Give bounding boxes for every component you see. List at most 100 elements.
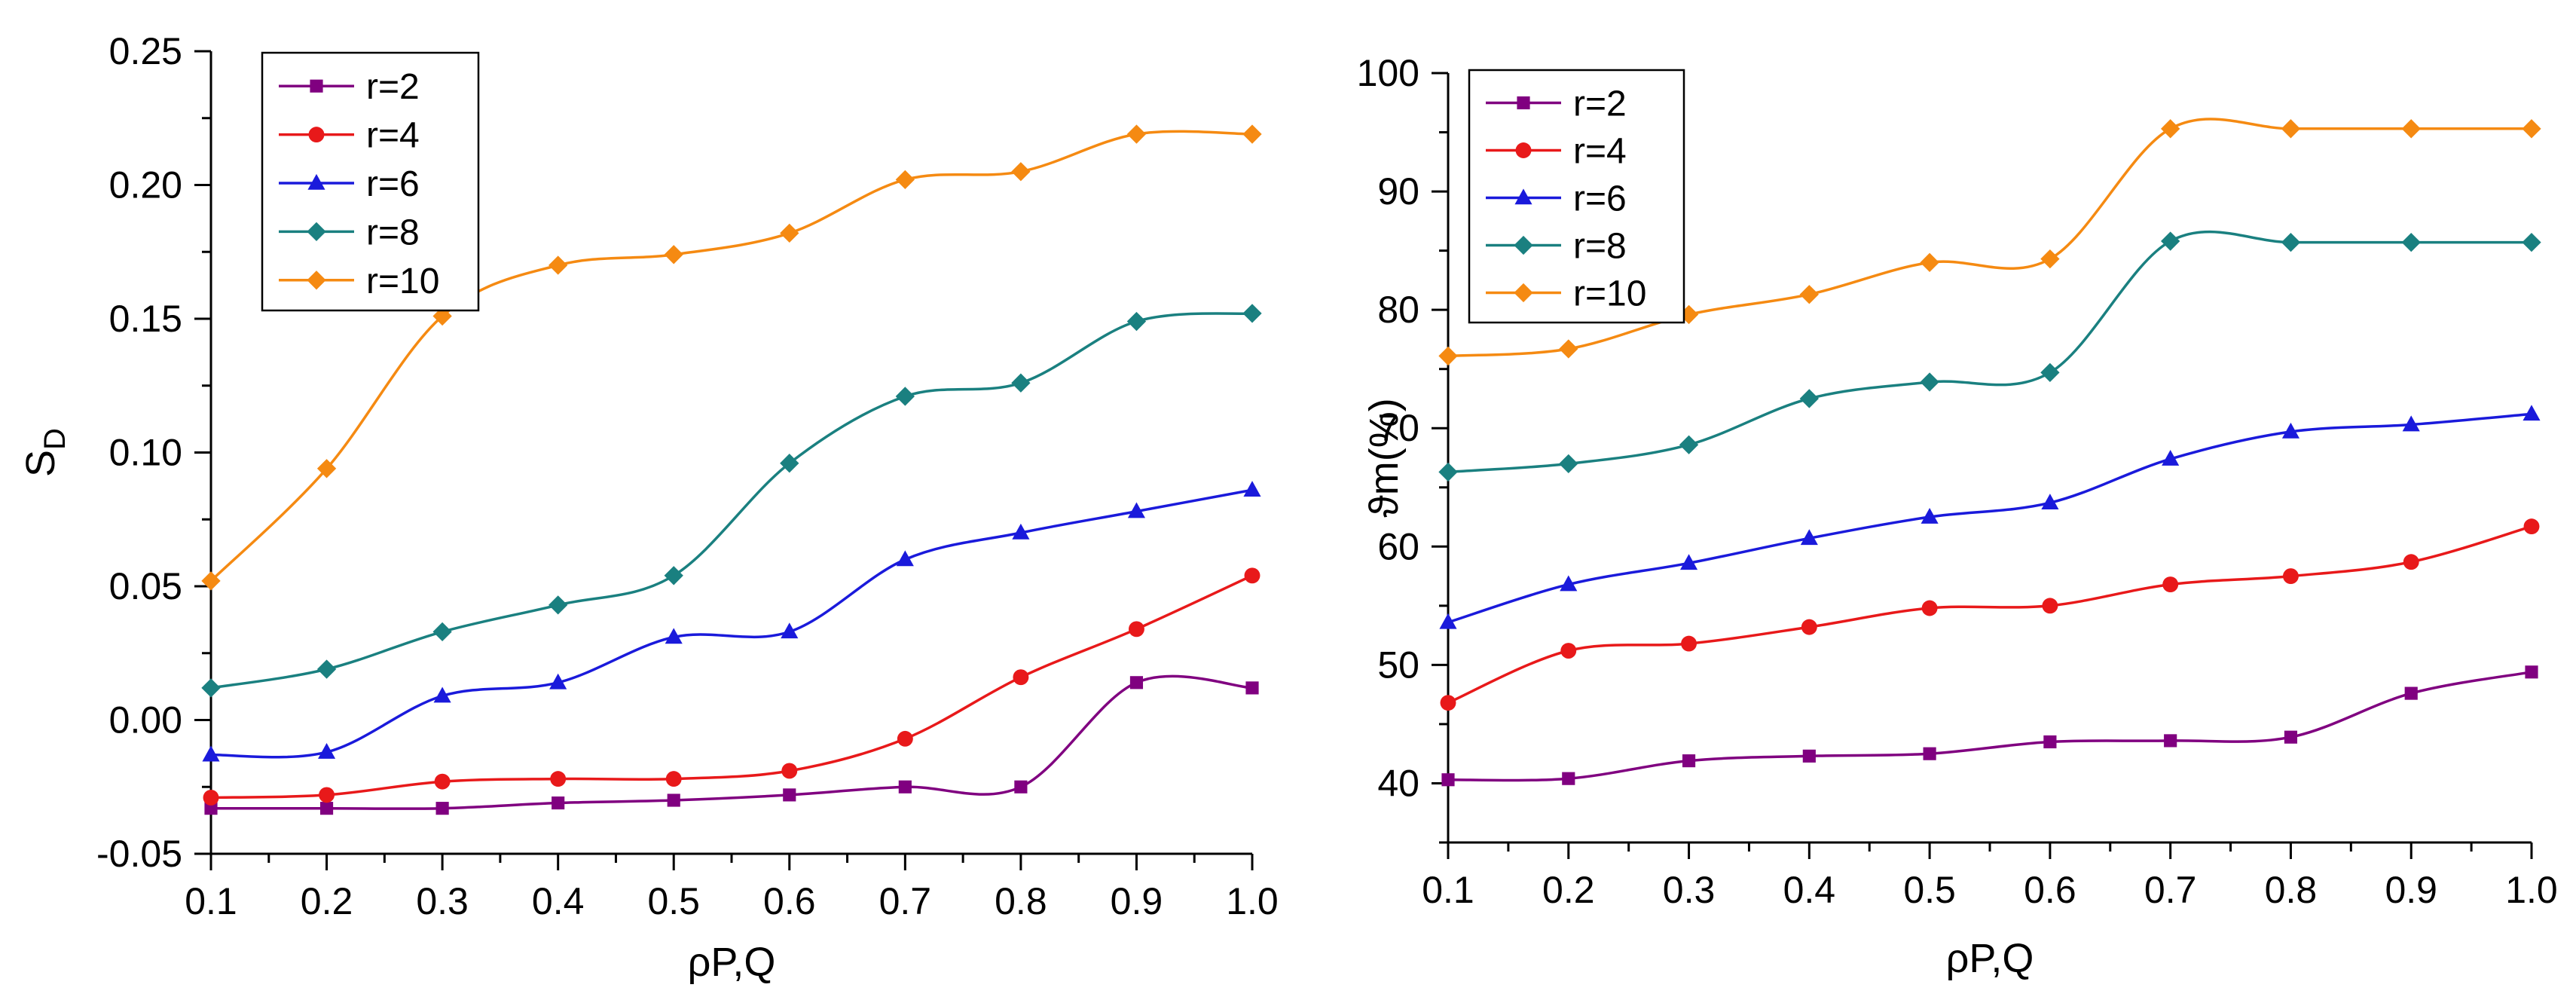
data-point (432, 622, 452, 641)
data-point (202, 745, 220, 762)
data-point (1438, 462, 1458, 482)
data-point (1128, 621, 1144, 638)
data-point (2161, 119, 2180, 139)
legend-swatch-marker (1514, 283, 1533, 303)
x-tick-label: 0.7 (2144, 869, 2197, 911)
data-point (1680, 554, 1698, 570)
data-point (549, 255, 568, 275)
y-tick-label: 0.20 (109, 164, 182, 206)
data-point (2522, 232, 2541, 252)
legend-swatch-marker (1514, 235, 1533, 255)
data-point (2281, 422, 2299, 439)
y-tick-label: 70 (1377, 407, 1419, 449)
data-point (1802, 749, 1816, 763)
legend-swatch-marker (1517, 96, 1530, 110)
data-point (664, 245, 683, 264)
data-point (204, 802, 218, 815)
x-tick-label: 0.1 (185, 880, 237, 922)
y-tick-label: 40 (1377, 762, 1419, 804)
data-point (895, 387, 915, 406)
data-point (2523, 405, 2541, 421)
legend-item: r=4 (1486, 132, 1627, 172)
data-point (1560, 643, 1577, 659)
legend-item: r=8 (279, 213, 420, 252)
data-point (2522, 119, 2541, 139)
data-point (665, 771, 682, 787)
data-point (1679, 435, 1699, 454)
data-point (1242, 124, 1262, 144)
data-point (896, 550, 914, 567)
legend-label: r=8 (1573, 227, 1627, 267)
data-point (1013, 669, 1029, 686)
data-point (1682, 754, 1696, 768)
data-point (1129, 676, 1144, 690)
x-tick-label: 0.6 (2024, 869, 2076, 911)
data-point (1920, 372, 1939, 392)
data-point (434, 773, 451, 790)
data-point (1439, 613, 1457, 629)
y-tick-label: 0.00 (109, 699, 182, 742)
data-point (2164, 734, 2177, 748)
x-tick-label: 0.6 (763, 880, 816, 922)
y-tick-label: 100 (1357, 52, 1419, 94)
legend-item: r=10 (1486, 274, 1646, 314)
data-point (1800, 529, 1818, 546)
x-tick-label: 0.9 (1111, 880, 1163, 922)
data-point (2041, 494, 2059, 509)
data-point (780, 454, 799, 473)
data-point (2284, 730, 2298, 744)
legend-item: r=4 (279, 116, 420, 156)
legend-swatch-marker (1514, 188, 1532, 205)
data-point (1923, 747, 1936, 760)
x-tick-label: 0.5 (647, 880, 700, 922)
y-tick-label: 50 (1377, 644, 1419, 686)
legend-swatch-marker (307, 173, 325, 190)
data-point (1441, 773, 1455, 787)
data-point (781, 763, 798, 779)
data-point (1921, 507, 1939, 524)
data-point (1559, 339, 1578, 359)
x-tick-label: 0.4 (532, 880, 585, 922)
legend-swatch-marker (307, 222, 326, 242)
x-tick-label: 0.8 (2265, 869, 2318, 911)
data-point (435, 802, 449, 815)
data-point (665, 628, 683, 644)
data-point (2525, 665, 2538, 679)
legend: r=2 r=4 r=6 r=8 r=10 (261, 51, 480, 312)
data-point (2042, 598, 2058, 614)
legend-item: r=10 (279, 261, 439, 301)
legend-swatch-marker (307, 271, 326, 290)
data-point (2161, 231, 2180, 251)
legend-item: r=6 (279, 164, 420, 204)
series-r=2 (204, 674, 1259, 815)
data-point (1127, 502, 1145, 518)
x-tick-label: 0.8 (995, 880, 1047, 922)
data-point (1440, 695, 1456, 711)
y-tick-label: -0.05 (96, 833, 182, 875)
x-tick-label: 0.2 (301, 880, 353, 922)
legend-box (261, 51, 480, 312)
series-r=8 (201, 304, 1262, 698)
data-point (781, 622, 799, 639)
y-tick-label: 0.15 (109, 298, 182, 340)
series-r=4 (1440, 518, 2540, 711)
series-line (1447, 524, 2532, 705)
y-axis-title: ϑm(%) (1361, 398, 1407, 518)
data-point (2402, 415, 2420, 432)
data-point (895, 170, 915, 190)
data-point (1560, 575, 1578, 592)
legend-swatch-marker (1515, 142, 1532, 158)
data-point (1562, 772, 1575, 785)
data-point (2403, 554, 2419, 570)
data-point (433, 686, 451, 703)
series-line (1447, 671, 2532, 782)
y-tick-label: 60 (1377, 525, 1419, 567)
chart-left-sd: 0.1 0.2 0.3 0.4 0.5 0.6 0.7 0.8 0.9 1.0 -0.05 0.00 0… (18, 30, 1279, 985)
data-point (2404, 686, 2418, 700)
data-point (1681, 635, 1697, 652)
data-point (1012, 523, 1030, 540)
legend-label: r=4 (1573, 132, 1627, 172)
series-r=4 (203, 567, 1260, 806)
data-point (1921, 600, 1938, 616)
